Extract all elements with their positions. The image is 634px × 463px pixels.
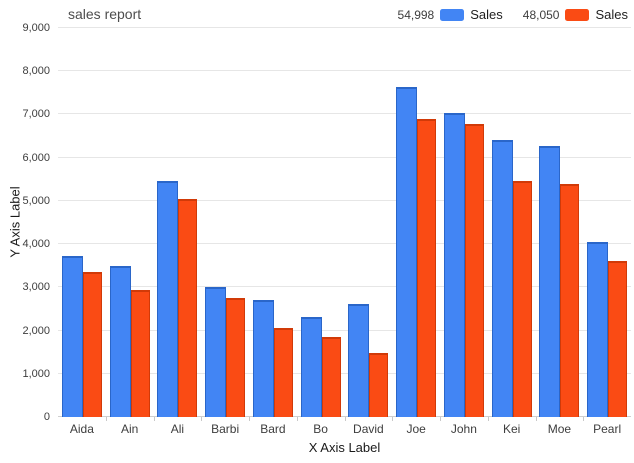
bar-joe-series1[interactable] [417, 119, 437, 417]
bar-ali-series1[interactable] [178, 198, 198, 417]
gridline [58, 416, 631, 417]
y-tick-label: 8,000 [22, 65, 50, 78]
bar-group-john [440, 28, 488, 417]
bar-john-series1[interactable] [464, 123, 484, 417]
gridline [58, 243, 631, 245]
gridline [58, 372, 631, 374]
x-axis-tick [392, 417, 394, 421]
bar-group-barbi [201, 28, 249, 417]
bar-bo-series1[interactable] [321, 337, 341, 417]
bar-david-series1[interactable] [369, 353, 389, 417]
bar-group-moe [536, 28, 584, 417]
y-tick-label: 4,000 [22, 238, 50, 251]
x-axis-tick [105, 417, 107, 421]
legend-entry-sales-blue[interactable]: 54,998 Sales [398, 7, 503, 22]
bar-ain-series0[interactable] [109, 266, 131, 417]
bar-moe-series0[interactable] [539, 146, 561, 417]
y-tick-label: 7,000 [22, 108, 50, 121]
bar-group-pearl [583, 28, 631, 417]
x-axis-tick [535, 417, 537, 421]
bar-bard-series1[interactable] [273, 327, 293, 417]
bar-group-bard [249, 28, 297, 417]
legend-label: Sales [470, 7, 503, 22]
legend-total: 48,050 [522, 7, 560, 22]
x-tick-label-bard: Bard [260, 422, 286, 436]
bar-group-ali [154, 28, 202, 417]
bar-john-series0[interactable] [443, 113, 465, 417]
plot-area: 0 1,000 2,000 3,000 4,000 5,000 6,000 7,000 8,00… [22, 22, 631, 423]
x-axis-tick [583, 417, 585, 421]
x-axis-tick [249, 417, 250, 421]
bar-group-aida [58, 28, 106, 417]
y-tick-label: 5,000 [22, 194, 50, 207]
x-tick-label-bo: Bo [313, 422, 328, 436]
gridline [58, 27, 631, 28]
bar-group-david [345, 28, 393, 417]
x-axis-tick [296, 417, 298, 421]
x-axis-tick [487, 417, 489, 421]
bar-barbi-series1[interactable] [226, 297, 246, 417]
x-axis-labels: Aida Ain Ali Barbi Bard Bo David Joe John Kei Moe P… [58, 422, 631, 436]
bar-pearl-series1[interactable] [608, 260, 628, 417]
x-axis-tick [440, 417, 441, 421]
legend: 54,998 Sales 48,050 Sales [398, 7, 628, 22]
bar-kei-series1[interactable] [512, 181, 532, 417]
bar-group-ain [106, 28, 154, 417]
bar-moe-series1[interactable] [560, 184, 580, 417]
x-tick-label-moe: Moe [547, 422, 572, 436]
bars-layer [58, 28, 631, 417]
bar-barbi-series0[interactable] [205, 286, 227, 417]
bar-group-joe [392, 28, 440, 417]
x-tick-label-pearl: Pearl [593, 422, 622, 436]
bar-bard-series0[interactable] [252, 300, 274, 417]
gridline [58, 156, 631, 158]
bar-group-kei [488, 28, 536, 417]
gridline [58, 70, 631, 72]
x-axis-tick [344, 417, 346, 421]
x-tick-label-barbi: Barbi [211, 422, 240, 436]
gridline [58, 329, 631, 331]
x-tick-label-joe: Joe [406, 422, 426, 436]
chart-title: sales report [68, 6, 142, 22]
bar-bo-series0[interactable] [300, 316, 322, 417]
x-axis-title: X Axis Label [308, 440, 381, 455]
legend-entry-sales-red[interactable]: 48,050 Sales [523, 7, 628, 22]
bar-pearl-series0[interactable] [587, 241, 609, 417]
y-tick-label: 2,000 [22, 324, 50, 337]
y-tick-label: 1,000 [22, 367, 50, 380]
legend-label: Sales [595, 7, 628, 22]
y-tick-label: 0 [43, 411, 50, 423]
y-tick-label: 3,000 [22, 281, 50, 294]
x-tick-label-david: David [353, 422, 384, 436]
x-tick-label-kei: Kei [502, 422, 521, 436]
x-axis-tick [201, 417, 203, 421]
bar-kei-series0[interactable] [491, 139, 513, 417]
x-tick-label-john: John [450, 422, 477, 436]
bar-aida-series0[interactable] [61, 256, 83, 417]
legend-swatch-red-icon [565, 8, 590, 21]
y-tick-label: 9,000 [22, 22, 50, 34]
gridline [58, 113, 631, 115]
bar-aida-series1[interactable] [82, 271, 102, 417]
x-tick-label-ain: Ain [120, 422, 139, 436]
bar-joe-series0[interactable] [396, 86, 418, 417]
bar-david-series0[interactable] [348, 303, 370, 417]
bar-ain-series1[interactable] [130, 289, 150, 417]
legend-total: 54,998 [397, 7, 435, 22]
bar-ali-series0[interactable] [157, 181, 179, 417]
y-tick-label: 6,000 [22, 151, 50, 164]
bar-group-bo [297, 28, 345, 417]
x-axis-tick [153, 417, 155, 421]
gridline [58, 286, 631, 288]
x-tick-label-aida: Aida [69, 422, 94, 436]
x-tick-label-ali: Ali [170, 422, 185, 436]
legend-swatch-blue-icon [440, 8, 465, 21]
gridline [58, 199, 631, 201]
